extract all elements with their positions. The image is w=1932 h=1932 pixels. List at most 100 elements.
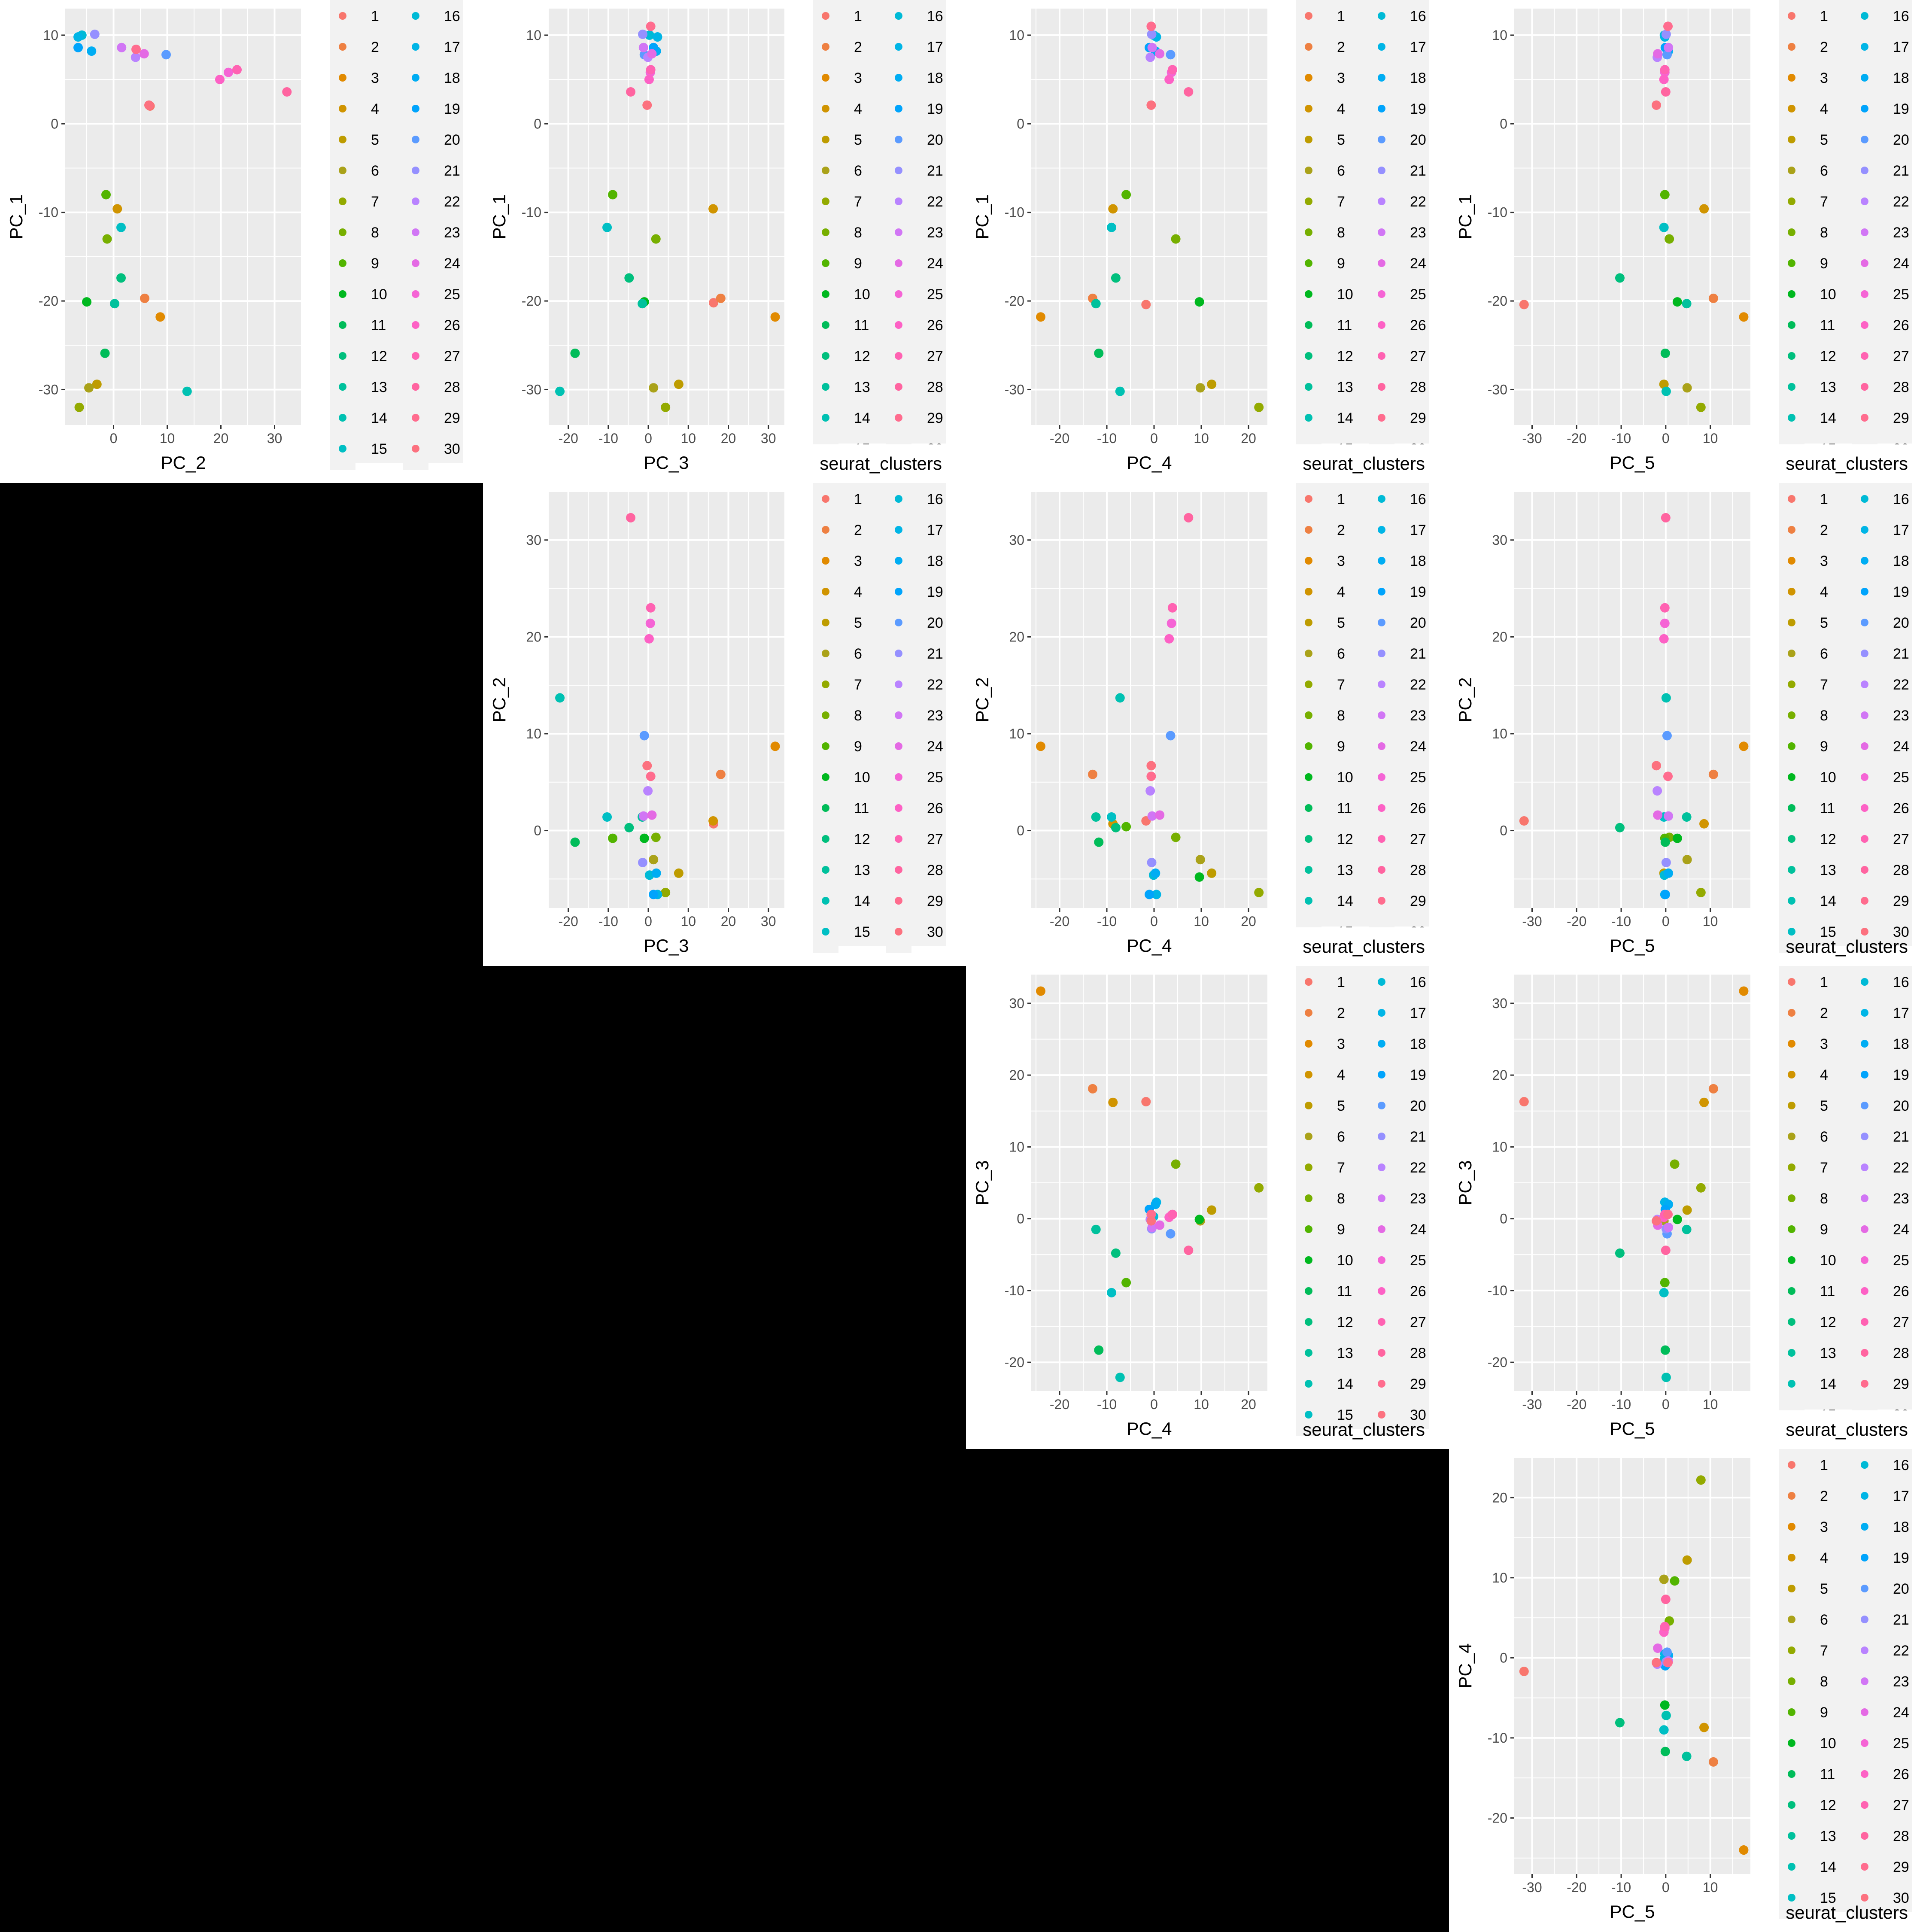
legend-swatch-cluster-21 bbox=[1378, 650, 1385, 657]
legend-label: 21 bbox=[927, 163, 943, 179]
legend-swatch-cluster-15 bbox=[339, 445, 346, 453]
legend-label: 24 bbox=[1410, 1221, 1426, 1238]
legend-key bbox=[1296, 285, 1321, 316]
point-cluster-19 bbox=[73, 43, 83, 52]
scatter-panel-PC_2-vs-PC_4: -20 -10 0 10 20 0 10 20 30 PC_4 PC_2 1 2 3 4 5 6 7 8 9 10 11 1… bbox=[966, 483, 1449, 966]
point-cluster-15 bbox=[1107, 812, 1116, 822]
legend-key bbox=[1296, 346, 1321, 377]
legend-label: 28 bbox=[1893, 379, 1909, 395]
y-tick-label: -10 bbox=[1005, 1283, 1024, 1298]
legend-label: 28 bbox=[927, 379, 943, 395]
legend-label: 21 bbox=[1893, 1129, 1909, 1145]
point-cluster-7 bbox=[1696, 887, 1706, 897]
point-cluster-7 bbox=[1254, 1183, 1264, 1193]
legend-swatch-cluster-11 bbox=[339, 321, 346, 329]
y-tick-label: -10 bbox=[1488, 205, 1507, 220]
legend-swatch-cluster-25 bbox=[1861, 1739, 1868, 1747]
legend-key bbox=[813, 891, 838, 922]
legend-label: 11 bbox=[854, 317, 869, 334]
legend-label: 21 bbox=[1410, 1129, 1426, 1145]
point-cluster-3 bbox=[155, 312, 165, 322]
point-cluster-10 bbox=[1194, 1215, 1204, 1224]
legend-swatch-cluster-29 bbox=[412, 414, 419, 422]
legend-swatch-cluster-9 bbox=[1788, 1225, 1795, 1233]
legend-key bbox=[886, 675, 911, 706]
legend-key bbox=[1779, 1034, 1804, 1065]
legend-swatch-cluster-13 bbox=[1305, 866, 1312, 874]
legend-key bbox=[813, 316, 838, 346]
legend-label: 30 bbox=[1410, 924, 1426, 940]
legend-key bbox=[1779, 316, 1804, 346]
legend-key bbox=[1779, 1455, 1804, 1486]
point-cluster-11 bbox=[1660, 1345, 1670, 1355]
point-cluster-5 bbox=[92, 380, 102, 389]
legend-label: 6 bbox=[1337, 163, 1345, 179]
legend-label: 9 bbox=[1337, 255, 1345, 272]
legend-key bbox=[330, 346, 355, 377]
legend-swatch-cluster-24 bbox=[1378, 259, 1385, 267]
legend-key bbox=[1296, 1374, 1321, 1405]
point-cluster-1 bbox=[1519, 300, 1529, 310]
legend-label: 21 bbox=[444, 163, 460, 179]
legend-swatch-cluster-9 bbox=[1788, 742, 1795, 750]
legend-label: 10 bbox=[1820, 1735, 1836, 1752]
x-tick-label: -20 bbox=[1567, 431, 1586, 446]
legend-swatch-cluster-3 bbox=[1788, 74, 1795, 82]
x-tick-label: 10 bbox=[1194, 431, 1209, 446]
legend-swatch-cluster-4 bbox=[822, 105, 829, 112]
legend-key bbox=[1852, 1610, 1877, 1641]
legend-swatch-cluster-2 bbox=[1788, 526, 1795, 534]
point-cluster-28 bbox=[1184, 513, 1194, 522]
point-cluster-7 bbox=[661, 402, 671, 412]
y-tick-label: 10 bbox=[43, 27, 58, 43]
x-tick-label: -30 bbox=[1522, 914, 1542, 929]
legend-label: 1 bbox=[1337, 974, 1345, 990]
point-cluster-18 bbox=[1151, 868, 1160, 878]
legend-label: 25 bbox=[1410, 286, 1426, 303]
legend-label: 20 bbox=[927, 132, 943, 148]
legend-swatch-cluster-14 bbox=[1305, 897, 1312, 905]
point-cluster-2 bbox=[1708, 1757, 1718, 1767]
legend-label: 4 bbox=[1337, 101, 1345, 117]
x-tick-label: 20 bbox=[721, 431, 736, 446]
legend-swatch-cluster-29 bbox=[1861, 1863, 1868, 1871]
x-tick-label: 20 bbox=[721, 914, 736, 929]
legend-swatch-cluster-6 bbox=[822, 650, 829, 657]
point-cluster-30 bbox=[1652, 100, 1662, 110]
point-cluster-29 bbox=[1663, 21, 1673, 31]
legend-key bbox=[813, 346, 838, 377]
point-cluster-12 bbox=[1111, 1248, 1121, 1258]
point-cluster-27 bbox=[1660, 1622, 1670, 1631]
legend-key bbox=[1779, 161, 1804, 192]
legend-label: 22 bbox=[1893, 1643, 1909, 1659]
legend-swatch-cluster-25 bbox=[1378, 773, 1385, 781]
legend-swatch-cluster-19 bbox=[1378, 588, 1385, 595]
legend-key bbox=[1369, 891, 1394, 922]
legend-key bbox=[1296, 860, 1321, 891]
legend-key bbox=[1369, 1405, 1394, 1436]
legend-swatch-cluster-20 bbox=[1378, 136, 1385, 143]
point-cluster-23 bbox=[1664, 43, 1674, 52]
legend-label: 18 bbox=[1893, 1519, 1909, 1535]
legend-swatch-cluster-24 bbox=[1861, 1708, 1868, 1716]
legend-key bbox=[1779, 1703, 1804, 1734]
legend-label: 30 bbox=[1410, 441, 1426, 457]
legend-swatch-cluster-27 bbox=[1861, 1801, 1868, 1809]
y-tick-label: 10 bbox=[526, 726, 541, 741]
point-cluster-13 bbox=[1091, 1224, 1101, 1234]
legend-label: 11 bbox=[1820, 317, 1835, 334]
point-cluster-15 bbox=[1659, 1288, 1669, 1297]
x-tick-label: -10 bbox=[598, 431, 618, 446]
point-cluster-4 bbox=[1699, 1097, 1709, 1107]
legend-key bbox=[1779, 99, 1804, 130]
legend-swatch-cluster-8 bbox=[822, 228, 829, 236]
point-cluster-10 bbox=[1194, 872, 1204, 882]
legend-swatch-cluster-16 bbox=[895, 495, 902, 503]
legend-label: 11 bbox=[1820, 1283, 1835, 1300]
point-cluster-24 bbox=[1155, 1220, 1165, 1230]
legend-label: 3 bbox=[1820, 553, 1828, 569]
legend-key bbox=[1779, 439, 1804, 444]
legend-label: 15 bbox=[1337, 1407, 1353, 1423]
legend-label: 16 bbox=[927, 491, 943, 507]
legend-key bbox=[403, 161, 428, 192]
